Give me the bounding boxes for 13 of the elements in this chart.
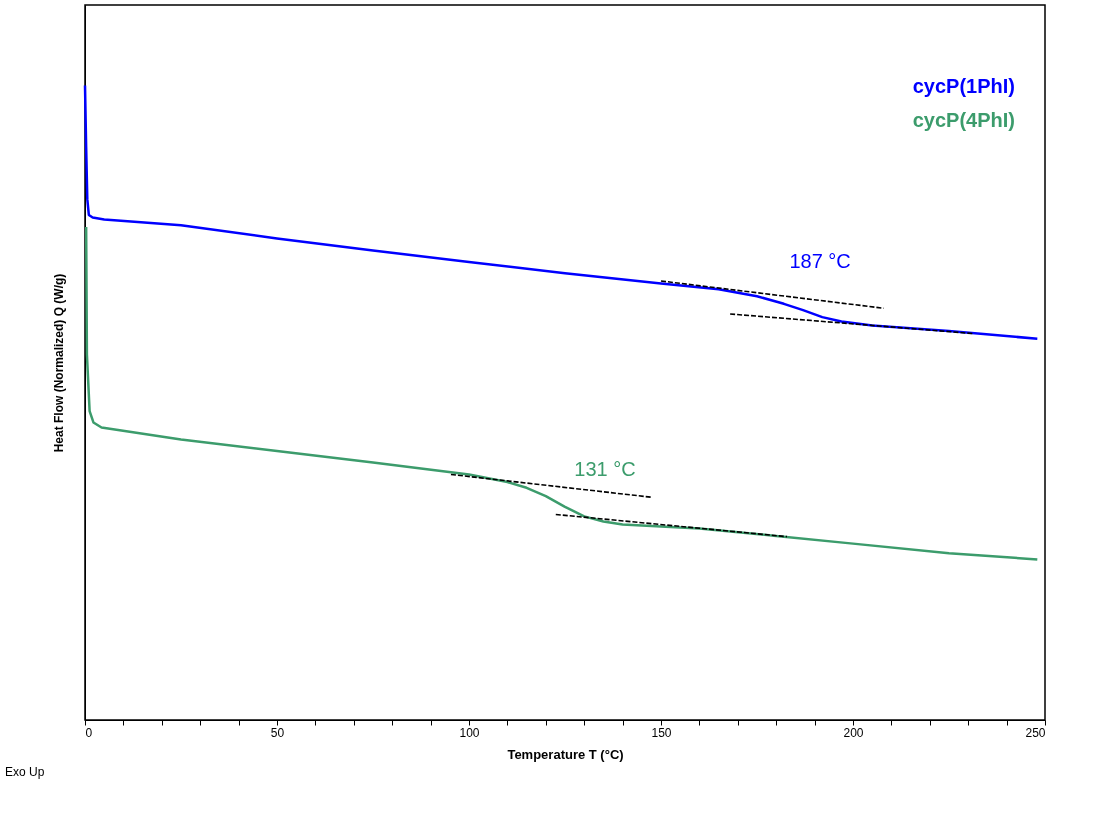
y-axis-title: Heat Flow (Normalized) Q (W/g): [51, 273, 66, 453]
x-tick-label: 0: [85, 725, 93, 740]
x-tick-label: 200: [843, 725, 864, 740]
x-tick-label: 100: [459, 725, 480, 740]
text: cycP(1PhI): [912, 75, 1015, 97]
text: Exo Up: [5, 765, 45, 779]
x-tick-label: 50: [270, 725, 285, 740]
x-tick-label: 250: [1025, 725, 1046, 740]
annotation: 187 °C: [789, 250, 851, 273]
x-axis-title: Temperature T (°C): [507, 746, 624, 762]
annotation: 131 °C: [574, 457, 636, 480]
text: cycP(4PhI): [912, 109, 1015, 131]
x-tick-label: 150: [651, 725, 672, 740]
